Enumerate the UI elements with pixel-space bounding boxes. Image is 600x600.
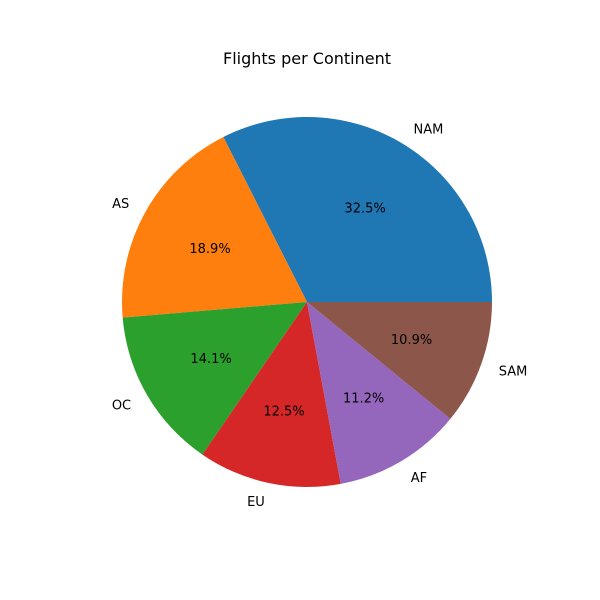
percent-label-as: 18.9% — [189, 242, 230, 257]
percent-label-oc: 14.1% — [190, 352, 231, 367]
pie-slice-af — [307, 302, 451, 484]
slice-label-af: AF — [411, 471, 427, 486]
pie-slices — [121, 116, 492, 487]
pie-labels: NAM 32.5% AS 18.9% OC 14.1% EU 12.5% AF 11.2% SAM 1… — [112, 123, 527, 510]
pie-slice-eu — [202, 302, 341, 487]
pie-slice-oc — [122, 302, 307, 455]
slice-label-as: AS — [112, 197, 129, 212]
pie-slice-nam — [223, 116, 492, 303]
pie-slice-as — [121, 136, 308, 318]
chart-title: Flights per Continent — [223, 49, 391, 68]
slice-label-eu: EU — [247, 495, 265, 510]
slice-label-oc: OC — [112, 398, 131, 413]
percent-label-eu: 12.5% — [263, 405, 304, 420]
percent-label-af: 11.2% — [343, 391, 384, 406]
percent-label-sam: 10.9% — [391, 333, 432, 348]
slice-label-nam: NAM — [414, 123, 444, 138]
slice-label-sam: SAM — [499, 364, 528, 379]
percent-label-nam: 32.5% — [344, 201, 385, 216]
pie-slice-sam — [307, 302, 492, 419]
